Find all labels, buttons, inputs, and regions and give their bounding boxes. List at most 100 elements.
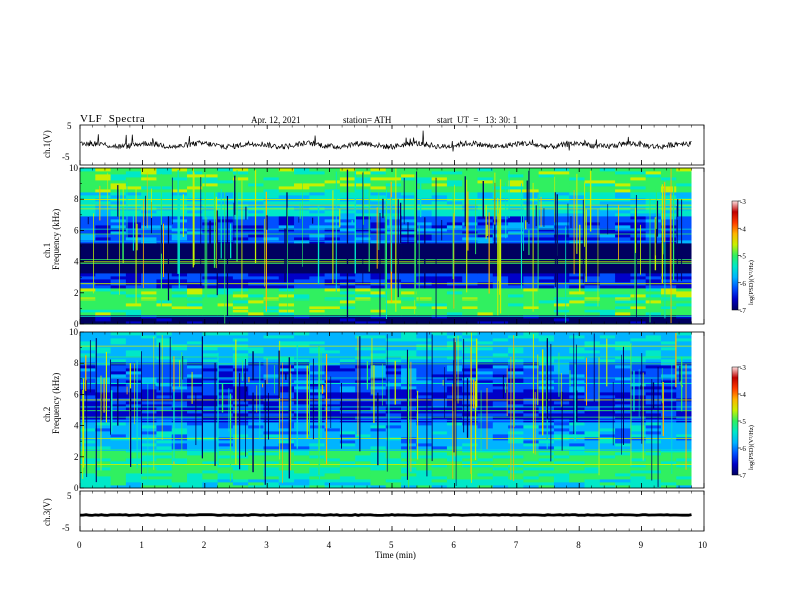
- ch1-spectrogram-cell: [538, 249, 555, 253]
- ch2-spectrogram-cell: [599, 365, 616, 369]
- ch1-spectrogram-cell: [462, 312, 478, 316]
- ch1-spectrogram-cell: [416, 213, 433, 217]
- ch2-spectrogram-cell: [263, 365, 280, 369]
- ch1-spectrogram-cell: [431, 288, 448, 292]
- ch2-spectrogram-cell: [324, 458, 341, 462]
- ch1-spectrogram-cell: [278, 168, 295, 172]
- ch1-spectrogram-cell: [584, 321, 601, 325]
- ch2-spectrogram-cell: [232, 371, 249, 375]
- ch2-spectrogram-cell: [401, 353, 417, 357]
- ch2-spectrogram-cell: [462, 479, 478, 483]
- ch1-spectrogram-cell: [370, 318, 387, 322]
- ch1-spectrogram-cell: [385, 231, 402, 235]
- ch1-spectrogram-cell: [446, 246, 463, 250]
- ch2-spectrogram-cell: [355, 359, 371, 363]
- ch2-spectrogram-cell: [171, 440, 188, 444]
- ch2-spectrogram-cell: [248, 410, 264, 414]
- ch2-spectrogram-cell: [217, 479, 234, 483]
- ch1-spectrogram-cell: [553, 261, 570, 265]
- ch2-spectrogram-cell: [645, 356, 662, 360]
- ch2-spectrogram-cell: [217, 365, 234, 369]
- ch2-spectrogram-cell: [309, 464, 326, 468]
- ch1-spectrogram-cell: [263, 201, 280, 205]
- ch1-spectrogram-cell: [110, 276, 127, 280]
- ch2-spectrogram-cell: [508, 434, 524, 438]
- ch2-spectrogram-cell: [278, 422, 295, 426]
- ch1-spectrogram-cell: [401, 306, 417, 310]
- ch1-spectrogram-cell: [553, 300, 570, 304]
- ch1-spectrogram-cell: [187, 306, 203, 310]
- ch2-spectrogram-cell: [202, 431, 218, 435]
- ch1-spectrogram-cell: [462, 168, 478, 172]
- ch1-spectrogram-cell: [80, 252, 96, 256]
- ch1-spectrogram-cell: [569, 288, 585, 292]
- ch1-spectrogram-cell: [125, 183, 142, 187]
- ch2-spectrogram-cell: [110, 431, 127, 435]
- ch2-spectrogram-cell: [110, 434, 127, 438]
- ch2-spectrogram-cell: [523, 464, 540, 468]
- ch2-spectrogram-cell: [141, 392, 157, 396]
- ch1-spectrogram-cell: [385, 171, 402, 175]
- ch2-spectrogram-cell: [508, 413, 524, 417]
- ch1-spectrogram-cell: [232, 303, 249, 307]
- ch1-spectrogram-cell: [110, 180, 127, 184]
- ch2-spectrogram-cell: [324, 374, 341, 378]
- ch1-spectrogram-cell: [615, 309, 631, 313]
- ch2-spectrogram-cell: [508, 464, 524, 468]
- ch1-spectrogram-cell: [80, 168, 96, 172]
- ch2-spectrogram-cell: [660, 404, 677, 408]
- ch2-spectrogram-cell: [385, 356, 402, 360]
- ch1-spectrogram-cell: [370, 168, 387, 172]
- ch2-spectrogram-cell: [263, 458, 280, 462]
- ch1-spectrogram-cell: [187, 213, 203, 217]
- ch2-spectrogram-cell: [80, 404, 96, 408]
- ch1-spectrogram-cell: [401, 231, 417, 235]
- ch1-spectrogram-cell: [401, 237, 417, 241]
- ch1-spectrogram-cell: [446, 231, 463, 235]
- ch2-spectrogram-cell: [95, 473, 111, 477]
- ch1-spectrogram-cell: [232, 222, 249, 226]
- ch1-spectrogram-cell: [217, 216, 234, 220]
- ch2-spectrogram-cell: [462, 464, 478, 468]
- ch2-spectrogram-cell: [324, 473, 341, 477]
- ch2-spectrogram-cell: [294, 341, 310, 345]
- ch2-spectrogram-cell: [492, 380, 509, 384]
- ch1-spectrogram-cell: [431, 276, 448, 280]
- ch2-spectrogram-cell: [431, 416, 448, 420]
- ch2-spectrogram-cell: [156, 350, 173, 354]
- ch2-spectrogram-cell: [660, 425, 677, 429]
- ch2-spectrogram-cell: [141, 353, 157, 357]
- ch2-spectrogram-cell: [125, 374, 142, 378]
- ch2-spectrogram-cell: [80, 425, 96, 429]
- ch1-spectrogram-cell: [584, 300, 601, 304]
- ch1-spectrogram-cell: [462, 240, 478, 244]
- ch2-spectrogram-cell: [294, 422, 310, 426]
- ch1-spectrogram-cell: [416, 300, 433, 304]
- ch2-spectrogram-cell: [431, 395, 448, 399]
- ch2-spectrogram-cell: [446, 410, 463, 414]
- ch1-spectrogram-cell: [156, 171, 173, 175]
- ch2-spectrogram-cell: [355, 386, 371, 390]
- ch1-spectrogram-cell: [125, 279, 142, 283]
- ch2-spectrogram-cell: [232, 338, 249, 342]
- ch1-spectrogram-cell: [80, 249, 96, 253]
- ch2-spectrogram-cell: [523, 413, 540, 417]
- ch1-spectrogram-cell: [477, 231, 494, 235]
- ch1-spectrogram-cell: [676, 318, 692, 322]
- ch2-spectrogram-cell: [462, 335, 478, 339]
- ch2-spectrogram-cell: [553, 473, 570, 477]
- ch1-spectrogram-cell: [309, 201, 326, 205]
- ch2-spectrogram-cell: [615, 422, 631, 426]
- ch2-spectrogram-cell: [615, 407, 631, 411]
- ch2-spectrogram-cell: [141, 446, 157, 450]
- ch1-spectrogram-cell: [370, 234, 387, 238]
- ch2-spectrogram-cell: [599, 338, 616, 342]
- ch2-spectrogram-cell: [553, 389, 570, 393]
- ch2-spectrogram-cell: [232, 458, 249, 462]
- ch1-spectrogram-cell: [187, 276, 203, 280]
- ch2-spectrogram-cell: [278, 395, 295, 399]
- ch1-spectrogram-cell: [630, 285, 647, 289]
- ch2-spectrogram-cell: [477, 446, 494, 450]
- ch2-spectrogram-cell: [80, 416, 96, 420]
- ch1-spectrogram-cell: [294, 294, 310, 298]
